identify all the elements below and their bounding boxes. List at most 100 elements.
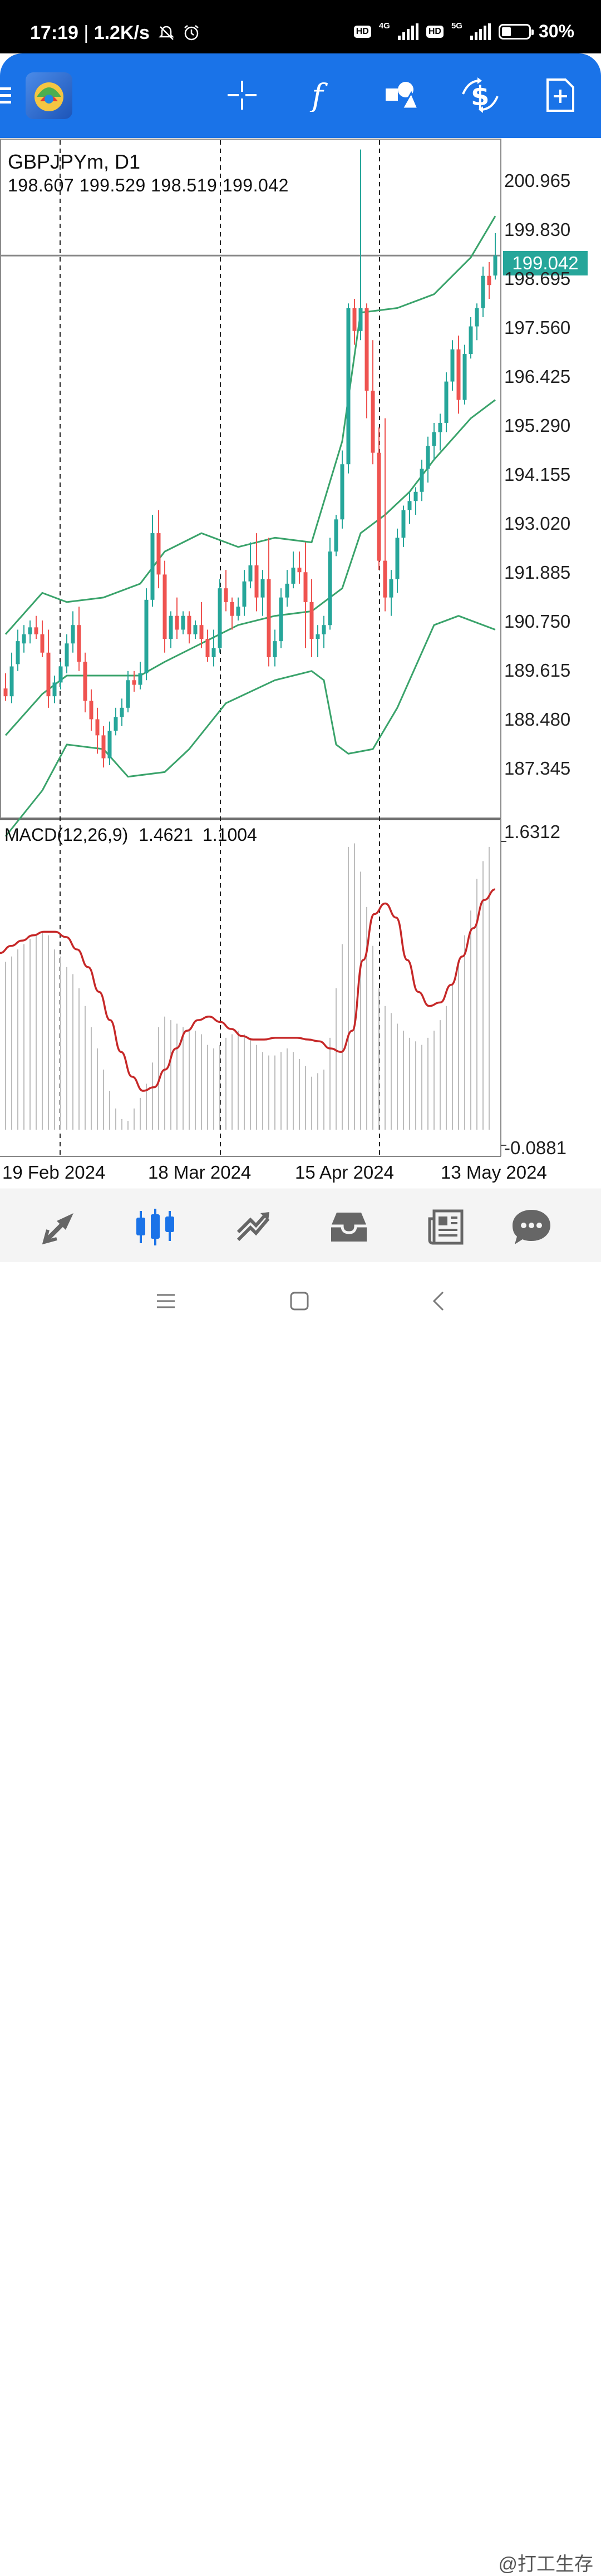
history-icon[interactable] [324,1204,374,1250]
candle-body [432,432,436,446]
home-icon[interactable] [283,1284,316,1318]
candle-body [224,588,228,602]
candle-body [450,349,455,382]
system-navigation: @打工生存 [0,1262,601,2575]
candle-body [426,446,430,469]
symbols-icon[interactable]: $ [455,70,505,120]
chat-icon[interactable] [506,1204,556,1250]
candle-body [3,688,8,697]
quotes-icon[interactable] [35,1204,85,1250]
menu-icon[interactable] [0,70,21,120]
new-order-icon[interactable] [535,70,585,120]
candle-body [383,560,387,598]
candle-body [273,641,277,658]
svg-text:f: f [309,78,328,112]
hd-badge: HD [353,25,371,38]
status-time: 17:19 | 1.2K/s [30,22,200,44]
network-type: 4G [378,21,390,31]
candle-body [144,599,149,673]
metatrader-logo[interactable] [26,72,72,119]
chart-symbol: GBPJPYm, D1 [8,150,141,173]
candle-body [71,625,75,644]
candle-body [309,602,314,639]
candle-body [95,719,100,736]
macd-name: MACD(12,26,9) [4,825,129,845]
candle-body [364,308,369,391]
candle-body [211,648,216,658]
signal-icon [470,23,491,40]
battery-percent: 30% [538,21,574,41]
candle-body [34,627,38,634]
candle-body [291,568,295,584]
candle-body [205,638,210,658]
candle-body [175,615,179,630]
current-price-tag: 199.042 [503,251,588,275]
candle-body [187,615,191,634]
candle-body [444,381,449,423]
macd-signal-line [0,888,496,1092]
candle-body [181,615,185,630]
price-pane-border [0,139,501,819]
back-icon[interactable] [422,1284,455,1318]
candle-body [285,583,289,598]
price-chart[interactable] [0,138,601,1184]
candle-body [22,634,26,644]
candle-body [120,707,124,717]
candle-body [46,652,51,697]
candle-body [199,625,204,639]
macd-max-label: 1.6312 [504,821,560,842]
candle-body [462,354,467,400]
bottom-navigation [0,1189,601,1263]
candle-body [28,627,32,634]
candle-body [138,673,142,685]
candle-body [420,469,424,492]
candle-body [52,682,57,697]
candle-body [169,615,173,639]
objects-icon[interactable] [376,70,426,120]
candle-body [9,666,14,697]
candle-body [303,572,308,602]
signal-value: 1.1004 [202,825,257,845]
candle-body [481,275,485,308]
news-icon[interactable] [421,1204,471,1250]
crosshair-icon[interactable] [217,70,267,120]
hd-badge: HD [426,25,444,38]
candle-body [407,501,412,510]
candle-body [248,565,253,582]
date-label: 18 Mar 2024 [148,1162,252,1183]
candle-body [40,634,45,653]
candle-body [487,275,491,285]
candle-body [395,538,400,579]
candle-body [89,701,93,720]
charts-icon[interactable] [130,1204,180,1250]
macd-value: 1.4621 [139,825,194,845]
candle-body [438,422,442,432]
watermark: @打工生存 [498,2554,593,2575]
price-label: 196.425 [504,366,571,387]
candle-body [58,666,63,683]
candle-body [346,308,351,465]
status-indicators: HD 4G HD 5G 30% [353,21,574,42]
recents-icon[interactable] [149,1284,183,1318]
indicators-icon[interactable]: f [296,70,346,120]
candle-body [328,551,332,625]
clock: 17:19 [30,22,78,43]
candle-body [469,326,473,354]
candle-body [401,510,406,538]
price-label: 195.290 [504,415,571,436]
trade-icon[interactable] [228,1204,278,1250]
candle-body [193,625,198,634]
candle-body [340,464,344,520]
chart-area[interactable] [0,138,601,1184]
price-label: 194.155 [504,464,571,485]
candle-body [65,643,69,667]
alarm-icon [180,22,200,43]
price-label: 197.560 [504,317,571,338]
candle-body [156,533,161,575]
candle-body [101,735,106,758]
candle-body [16,641,20,664]
candle-body [114,717,118,731]
macd-legend: MACD(12,26,9) 1.4621 1.1004 [4,825,257,845]
candle-body [358,308,363,331]
price-label: 189.615 [504,660,571,681]
